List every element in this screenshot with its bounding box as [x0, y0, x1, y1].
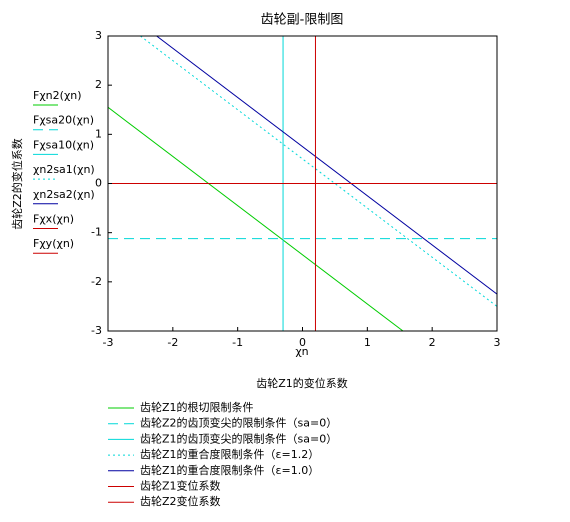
- x-tick-label: 3: [494, 336, 501, 349]
- series-line: [140, 36, 497, 307]
- y-tick-label: 1: [95, 127, 102, 140]
- series-line: [156, 36, 497, 295]
- x-tick-label: 0: [299, 336, 306, 349]
- x-expression: χn: [295, 345, 308, 358]
- y-expression: Fχx(χn): [33, 213, 74, 226]
- legend-label: 齿轮Z2的齿顶变尖的限制条件（sa=0）: [140, 416, 337, 430]
- y-tick-label: 0: [95, 177, 102, 190]
- y-expression: Fχsa20(χn): [33, 114, 94, 127]
- x-tick-label: -3: [103, 336, 114, 349]
- legend-label: 齿轮Z1变位系数: [140, 479, 221, 493]
- y-expression: Fχsa10(χn): [33, 138, 94, 151]
- legend-label: 齿轮Z1的重合度限制条件（ε=1.0）: [140, 463, 319, 477]
- y-axis-label: 齿轮Z2的变位系数: [10, 138, 24, 230]
- x-tick-label: -1: [232, 336, 243, 349]
- legend-label: 齿轮Z2变位系数: [140, 494, 221, 508]
- plot-lines: [108, 36, 497, 331]
- x-tick-label: 1: [364, 336, 371, 349]
- legend-label: 齿轮Z1的重合度限制条件（ε=1.2）: [140, 447, 319, 461]
- legend-label: 齿轮Z1的根切限制条件: [140, 400, 254, 414]
- legend-label: 齿轮Z1的齿顶变尖的限制条件（sa=0）: [140, 431, 337, 445]
- chart-title: 齿轮副-限制图: [261, 13, 344, 28]
- y-expression: Fχy(χn): [33, 237, 74, 250]
- y-tick-label: -1: [91, 226, 102, 239]
- x-axis-label: 齿轮Z1的变位系数: [256, 376, 348, 390]
- y-expression: χn2sa1(χn): [33, 163, 95, 176]
- x-tick-label: -2: [167, 336, 178, 349]
- series-line: [108, 106, 404, 331]
- y-expression: Fχn2(χn): [33, 89, 82, 102]
- y-expression: χn2sa2(χn): [33, 188, 95, 201]
- y-tick-label: -3: [91, 324, 102, 337]
- y-tick-label: 3: [95, 29, 102, 42]
- y-tick-label: 2: [95, 78, 102, 91]
- y-tick-label: -2: [91, 275, 102, 288]
- x-tick-label: 2: [429, 336, 436, 349]
